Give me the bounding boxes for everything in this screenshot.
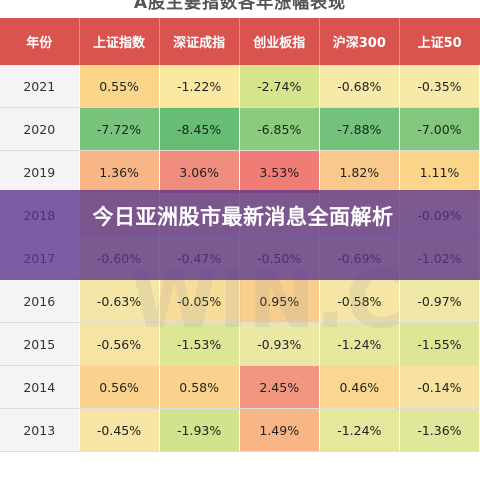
table-header-row: 年份 上证指数 深证成指 创业板指 沪深300 上证50 bbox=[0, 18, 480, 65]
value-cell: -7.72% bbox=[79, 107, 160, 151]
value-cell: -0.35% bbox=[399, 65, 480, 108]
value-cell: 0.55% bbox=[79, 65, 160, 108]
year-cell: 2013 bbox=[0, 408, 80, 452]
value-cell: 0.95% bbox=[239, 279, 320, 323]
value-cell: 2.45% bbox=[239, 365, 320, 409]
year-cell: 2021 bbox=[0, 65, 80, 108]
value-cell: -0.97% bbox=[399, 279, 480, 323]
value-cell: 3.06% bbox=[159, 150, 240, 194]
value-cell: 1.49% bbox=[239, 408, 320, 452]
value-cell: -0.56% bbox=[79, 322, 160, 366]
table-row: 2021 0.55% -1.22% -2.74% -0.68% -0.35% bbox=[0, 65, 480, 108]
value-cell: -7.00% bbox=[399, 107, 480, 151]
value-cell: -1.22% bbox=[159, 65, 240, 108]
value-cell: -1.55% bbox=[399, 322, 480, 366]
year-cell: 2016 bbox=[0, 279, 80, 323]
value-cell: -0.45% bbox=[79, 408, 160, 452]
column-header-year: 年份 bbox=[0, 18, 80, 65]
value-cell: -0.63% bbox=[79, 279, 160, 323]
value-cell: 1.11% bbox=[399, 150, 480, 194]
year-cell: 2014 bbox=[0, 365, 80, 409]
value-cell: -0.68% bbox=[319, 65, 400, 108]
value-cell: -0.58% bbox=[319, 279, 400, 323]
value-cell: -0.05% bbox=[159, 279, 240, 323]
value-cell: -1.24% bbox=[319, 322, 400, 366]
value-cell: -1.24% bbox=[319, 408, 400, 452]
table-row: 2015 -0.56% -1.53% -0.93% -1.24% -1.55% bbox=[0, 322, 480, 366]
value-cell: -8.45% bbox=[159, 107, 240, 151]
value-cell: 0.56% bbox=[79, 365, 160, 409]
value-cell: -1.36% bbox=[399, 408, 480, 452]
column-header-chinext: 创业板指 bbox=[239, 18, 320, 65]
year-cell: 2019 bbox=[0, 150, 80, 194]
headline-title: 今日亚洲股市最新消息全面解析 bbox=[92, 205, 394, 229]
table-row: 2013 -0.45% -1.93% 1.49% -1.24% -1.36% bbox=[0, 408, 480, 452]
column-header-shenzhen-component: 深证成指 bbox=[159, 18, 240, 65]
value-cell: -1.53% bbox=[159, 322, 240, 366]
value-cell: -6.85% bbox=[239, 107, 320, 151]
page-title: A股主要指数各年涨幅表现 bbox=[133, 0, 347, 13]
column-header-sse50: 上证50 bbox=[399, 18, 480, 65]
value-cell: -1.93% bbox=[159, 408, 240, 452]
column-header-csi300: 沪深300 bbox=[319, 18, 400, 65]
year-cell: 2015 bbox=[0, 322, 80, 366]
table-row: 2014 0.56% 0.58% 2.45% 0.46% -0.14% bbox=[0, 365, 480, 409]
year-cell: 2020 bbox=[0, 107, 80, 151]
value-cell: 3.53% bbox=[239, 150, 320, 194]
table-row: 2016 -0.63% -0.05% 0.95% -0.58% -0.97% bbox=[0, 279, 480, 323]
headline-banner bbox=[0, 190, 480, 280]
value-cell: -0.93% bbox=[239, 322, 320, 366]
value-cell: -0.14% bbox=[399, 365, 480, 409]
column-header-shanghai-composite: 上证指数 bbox=[79, 18, 160, 65]
value-cell: -7.88% bbox=[319, 107, 400, 151]
value-cell: 1.36% bbox=[79, 150, 160, 194]
value-cell: -2.74% bbox=[239, 65, 320, 108]
table-row: 2019 1.36% 3.06% 3.53% 1.82% 1.11% bbox=[0, 150, 480, 194]
table-row: 2020 -7.72% -8.45% -6.85% -7.88% -7.00% bbox=[0, 107, 480, 151]
value-cell: 0.58% bbox=[159, 365, 240, 409]
value-cell: 1.82% bbox=[319, 150, 400, 194]
value-cell: 0.46% bbox=[319, 365, 400, 409]
